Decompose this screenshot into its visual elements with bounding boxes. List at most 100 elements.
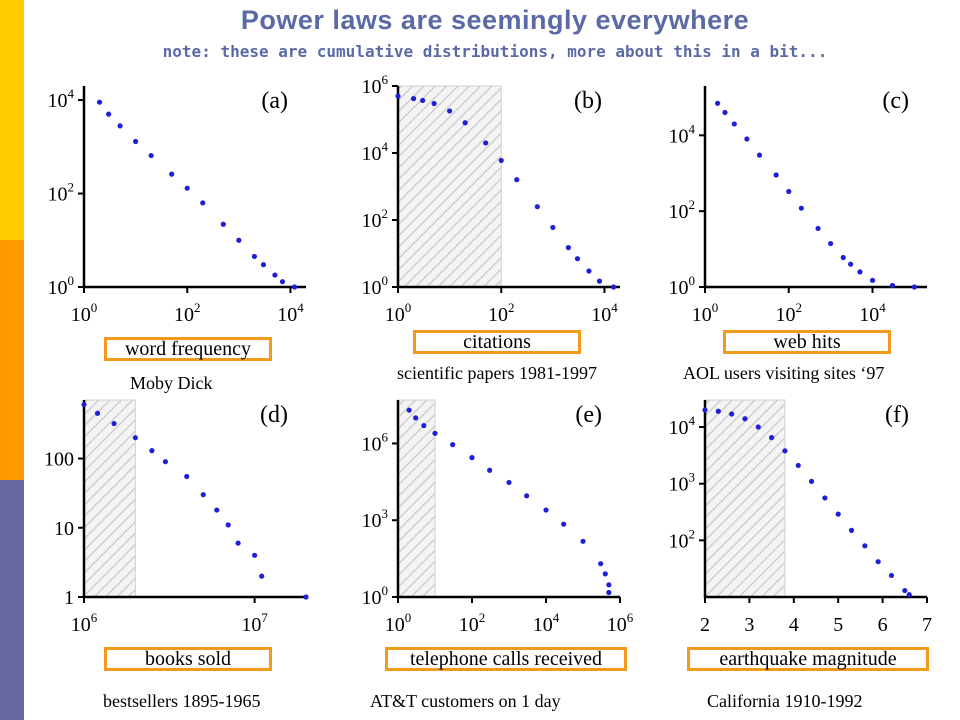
data-point xyxy=(524,493,530,499)
y-tick-label: 104 xyxy=(48,86,75,112)
data-point xyxy=(769,435,775,441)
y-tick-label: 103 xyxy=(669,470,696,496)
data-point xyxy=(596,278,603,284)
data-point xyxy=(251,253,257,260)
y-tick-label: 100 xyxy=(44,449,74,471)
data-point xyxy=(469,455,475,461)
data-point xyxy=(420,97,426,104)
data-point xyxy=(483,140,489,146)
y-tick-label: 104 xyxy=(669,121,696,147)
data-point xyxy=(132,435,138,441)
dataset-caption: California 1910-1992 xyxy=(707,691,863,711)
y-tick-label: 102 xyxy=(669,526,696,552)
data-point xyxy=(906,592,912,598)
shaded-region xyxy=(83,399,136,598)
data-point xyxy=(506,479,512,486)
data-point xyxy=(94,410,101,416)
data-point xyxy=(586,268,592,274)
data-point xyxy=(200,492,206,498)
data-point xyxy=(773,172,779,178)
x-axis-label: word frequency xyxy=(104,337,272,361)
chart-panel-4: 106 107 1 10 100 (d) xyxy=(44,399,309,636)
data-point xyxy=(220,221,226,227)
x-axis-label: books sold xyxy=(104,647,272,671)
data-point xyxy=(184,473,190,480)
data-point xyxy=(756,152,763,158)
data-point xyxy=(421,422,427,429)
data-point xyxy=(395,93,401,99)
data-point xyxy=(447,108,453,114)
dataset-caption: bestsellers 1895-1965 xyxy=(103,691,261,711)
data-point xyxy=(786,188,792,195)
data-point xyxy=(406,407,412,413)
data-point xyxy=(259,573,265,579)
data-point xyxy=(574,256,581,262)
data-point xyxy=(606,589,612,596)
decorative-stripe-bottom xyxy=(0,480,24,720)
y-tick-label: 100 xyxy=(362,583,389,609)
x-tick-label: 107 xyxy=(241,610,268,636)
x-tick-label: 104 xyxy=(533,610,560,636)
x-tick-label: 102 xyxy=(488,300,515,326)
data-point xyxy=(279,279,286,285)
data-point xyxy=(514,177,520,183)
data-point xyxy=(413,415,419,421)
y-tick-label: 106 xyxy=(362,429,389,455)
chart-panel-6: 2 3 4 5 6 7 102 103 104 (f) xyxy=(669,399,932,636)
x-axis-label: earthquake magnitude xyxy=(687,647,929,671)
x-tick-label: 102 xyxy=(459,610,486,636)
data-point xyxy=(543,507,549,513)
x-tick-label: 100 xyxy=(71,300,98,326)
panel-label: (d) xyxy=(260,402,288,428)
dataset-caption: AT&T customers on 1 day xyxy=(370,691,561,711)
data-point xyxy=(862,543,868,549)
data-point xyxy=(169,171,175,177)
y-tick-label: 10 xyxy=(54,518,74,540)
data-point xyxy=(731,121,737,127)
chart-panel-3: 100 102 104 100 102 104 (c) xyxy=(669,86,927,326)
y-tick-label: 102 xyxy=(362,206,389,232)
data-point xyxy=(815,225,821,232)
x-tick-label: 104 xyxy=(859,300,886,326)
data-point xyxy=(432,430,438,436)
data-point xyxy=(755,424,761,430)
slide-subtitle: note: these are cumulative distributions… xyxy=(162,42,828,61)
data-point xyxy=(911,284,917,290)
data-point xyxy=(828,240,834,247)
data-point xyxy=(303,594,309,600)
data-point xyxy=(742,416,748,422)
x-tick-label: 100 xyxy=(692,300,719,326)
slide-title: Power laws are seemingly everywhere xyxy=(240,5,750,35)
axes xyxy=(82,86,306,289)
data-point xyxy=(214,507,220,513)
data-point xyxy=(235,540,241,546)
data-point xyxy=(795,462,801,469)
x-tick-label: 2 xyxy=(700,614,710,636)
x-tick-label: 4 xyxy=(789,614,799,636)
data-point xyxy=(162,459,169,465)
y-tick-label: 106 xyxy=(362,72,389,98)
panel-label: (a) xyxy=(261,88,288,114)
chart-panel-5: 100 102 104 106 100 103 106 (e) xyxy=(362,399,634,636)
data-point xyxy=(561,521,567,527)
x-tick-label: 100 xyxy=(385,300,412,326)
decorative-stripe-middle xyxy=(0,240,24,480)
data-point xyxy=(580,538,586,544)
y-tick-label: 100 xyxy=(362,273,389,299)
data-point xyxy=(888,572,895,579)
x-tick-label: 106 xyxy=(71,610,98,636)
panel-label: (c) xyxy=(882,88,909,114)
y-tick-label: 100 xyxy=(48,273,75,299)
data-point xyxy=(565,245,571,251)
x-axis-label: web hits xyxy=(723,330,891,354)
data-point xyxy=(715,408,721,414)
data-point xyxy=(902,587,908,594)
shaded-region xyxy=(397,399,436,598)
chart-panel-1: 100 102 104 100 102 104 (a) xyxy=(48,86,306,326)
data-point xyxy=(200,200,206,206)
y-tick-label: 102 xyxy=(669,197,696,223)
x-tick-label: 7 xyxy=(922,614,932,636)
data-point xyxy=(534,204,540,210)
x-tick-label: 5 xyxy=(833,614,843,636)
y-tick-label: 104 xyxy=(362,139,389,165)
